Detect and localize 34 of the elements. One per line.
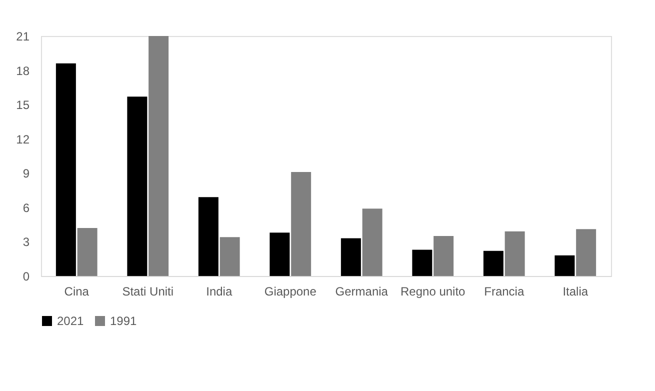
x-tick-label: Cina — [64, 284, 90, 298]
bar — [434, 236, 454, 276]
bar — [270, 232, 290, 276]
y-tick-label: 0 — [22, 270, 30, 284]
bar — [77, 228, 98, 276]
y-tick-label: 6 — [22, 200, 30, 215]
x-tick-label: Regno unito — [400, 284, 466, 298]
x-tick-label: Giappone — [264, 284, 317, 298]
x-tick-label: Francia — [484, 284, 524, 298]
bar — [198, 197, 218, 276]
legend-label: 2021 — [57, 314, 84, 328]
bar — [576, 229, 596, 276]
legend-label: 1991 — [110, 314, 138, 328]
bar — [412, 250, 432, 276]
y-tick-label: 9 — [22, 166, 30, 181]
bar — [56, 63, 76, 276]
bar — [340, 238, 361, 276]
bar — [483, 250, 504, 276]
bar — [148, 36, 169, 276]
x-tick-label: Germania — [335, 284, 388, 298]
x-tick-label: Stati Uniti — [122, 284, 174, 298]
bar — [362, 208, 382, 276]
y-tick-label: 12 — [16, 132, 30, 146]
bar — [220, 237, 240, 276]
bar — [554, 255, 575, 276]
x-tick-label: Italia — [562, 284, 588, 298]
bar — [291, 172, 312, 276]
bar — [504, 231, 525, 276]
bar — [127, 96, 148, 276]
y-tick-label: 3 — [22, 235, 30, 250]
x-tick-label: India — [206, 284, 232, 298]
y-tick-label: 15 — [16, 98, 30, 112]
y-tick-label: 21 — [16, 30, 30, 44]
y-tick-label: 18 — [16, 64, 30, 78]
